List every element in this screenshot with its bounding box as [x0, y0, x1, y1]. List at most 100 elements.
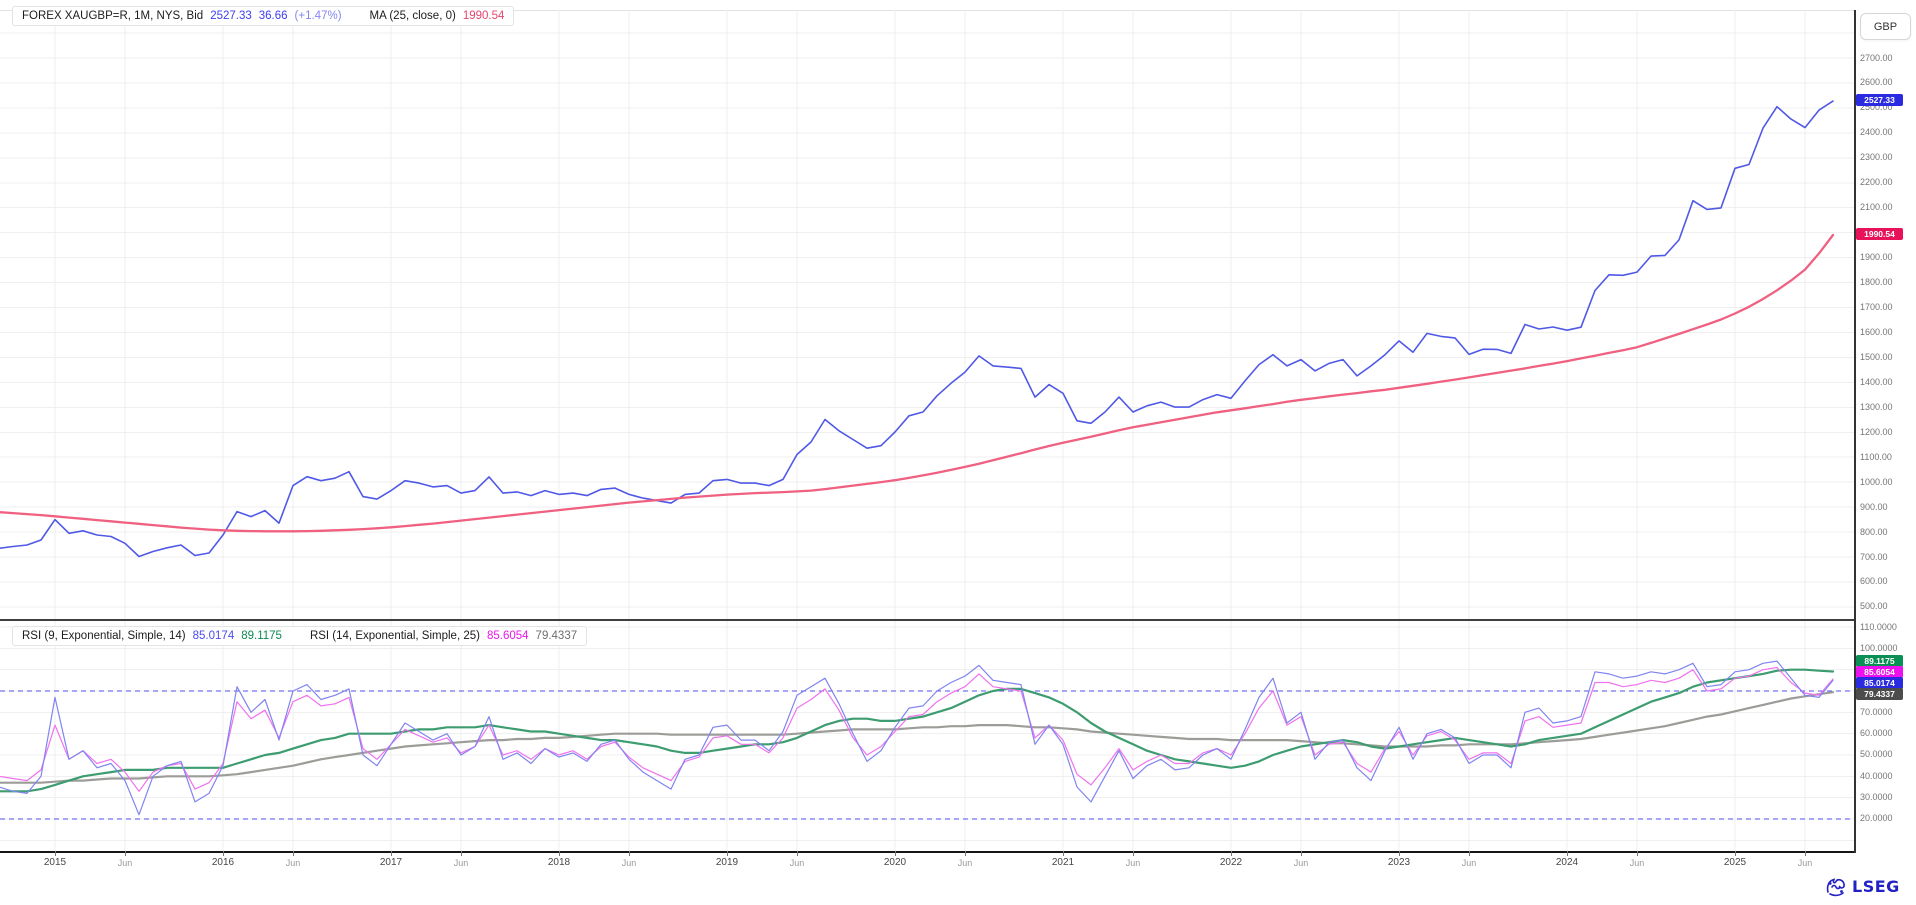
x-axis-tick	[461, 851, 462, 856]
price-axis-tick-label: 2600.00	[1860, 77, 1893, 88]
rsi2-avg-value: 79.4337	[535, 630, 578, 642]
rsi-axis-tick-label: 40.0000	[1860, 770, 1893, 781]
x-axis-tick	[895, 851, 896, 856]
x-axis-year-label: 2015	[43, 857, 67, 868]
ma-label: MA (25, close, 0)	[369, 10, 456, 22]
x-axis-year-label: 2022	[1219, 857, 1243, 868]
rsi1-label: RSI (9, Exponential, Simple, 14)	[22, 630, 186, 642]
x-axis-tick	[1637, 851, 1638, 856]
x-axis-jun-label: Jun	[1797, 858, 1813, 868]
x-axis-year-label: 2017	[379, 857, 403, 868]
rsi-axis-tick-label: 20.0000	[1860, 813, 1893, 824]
price-axis-tick-label: 1800.00	[1860, 277, 1893, 288]
x-axis-year-label: 2019	[715, 857, 739, 868]
rsi1-value: 85.0174	[192, 630, 235, 642]
x-axis-year-label: 2020	[883, 857, 907, 868]
x-axis-tick	[727, 851, 728, 856]
x-axis-jun-label: Jun	[1461, 858, 1477, 868]
x-axis-tick	[797, 851, 798, 856]
rsi-chart-canvas[interactable]	[0, 621, 1854, 851]
rsi-axis-tick-label: 50.0000	[1860, 749, 1893, 760]
x-axis-tick	[629, 851, 630, 856]
price-axis-tick-label: 2300.00	[1860, 152, 1893, 163]
x-axis-jun-label: Jun	[453, 858, 469, 868]
x-axis-tick	[1469, 851, 1470, 856]
price-axis-tick-label: 2400.00	[1860, 127, 1893, 138]
rsi-avg2-badge: 79.4337	[1856, 688, 1903, 700]
price-chart-canvas[interactable]	[0, 10, 1854, 619]
rsi-legend[interactable]: RSI (9, Exponential, Simple, 14) 85.0174…	[12, 626, 588, 646]
rsi2-value: 85.6054	[486, 630, 529, 642]
price-axis-line	[1854, 10, 1856, 853]
chart-top-border	[0, 10, 1856, 11]
x-axis-tick	[1063, 851, 1064, 856]
x-axis-tick	[1399, 851, 1400, 856]
x-axis-tick	[1133, 851, 1134, 856]
last-price-value: 2527.33	[210, 10, 252, 22]
rsi2-label: RSI (14, Exponential, Simple, 25)	[309, 630, 480, 642]
x-axis-tick	[125, 851, 126, 856]
x-axis-tick	[1735, 851, 1736, 856]
x-axis-jun-label: Jun	[285, 858, 301, 868]
rsi-axis-tick-label: 110.0000	[1860, 621, 1897, 632]
price-axis-tick-label: 1000.00	[1860, 476, 1893, 487]
x-axis-jun-label: Jun	[1125, 858, 1141, 868]
x-axis-tick	[223, 851, 224, 856]
last-price-badge: 2527.33	[1856, 94, 1903, 106]
rsi-value1-badge: 85.0174	[1856, 677, 1903, 689]
lseg-logo-text: LSEG	[1852, 876, 1900, 896]
rsi-value2-badge: 85.6054	[1856, 666, 1903, 678]
x-axis-tick	[965, 851, 966, 856]
x-axis-jun-label: Jun	[1293, 858, 1309, 868]
x-axis-year-label: 2016	[211, 857, 235, 868]
x-axis-tick	[293, 851, 294, 856]
net-change-value: 36.66	[258, 10, 288, 22]
price-axis-tick-label: 2200.00	[1860, 177, 1893, 188]
x-axis-tick	[1567, 851, 1568, 856]
price-axis-tick-label: 800.00	[1860, 526, 1888, 537]
price-axis-tick-label: 1300.00	[1860, 401, 1893, 412]
pct-change-value: (+1.47%)	[294, 10, 342, 22]
x-axis-year-label: 2023	[1387, 857, 1411, 868]
x-axis-year-label: 2025	[1723, 857, 1747, 868]
x-axis-jun-label: Jun	[621, 858, 637, 868]
x-axis-tick	[1805, 851, 1806, 856]
lseg-crest-icon	[1826, 878, 1845, 897]
rsi-axis-tick-label: 70.0000	[1860, 706, 1893, 717]
lseg-logo: LSEG	[1824, 874, 1900, 898]
x-axis-jun-label: Jun	[957, 858, 973, 868]
price-axis-tick-label: 700.00	[1860, 551, 1888, 562]
x-axis-jun-label: Jun	[789, 858, 805, 868]
panel-separator[interactable]	[0, 619, 1856, 621]
x-axis-tick	[1231, 851, 1232, 856]
price-axis-tick-label: 2100.00	[1860, 202, 1893, 213]
price-axis-tick-label: 2500.00	[1860, 102, 1893, 113]
x-axis-tick	[391, 851, 392, 856]
price-axis-tick-label: 900.00	[1860, 501, 1888, 512]
x-axis-jun-label: Jun	[117, 858, 133, 868]
rsi-axis-tick-label: 30.0000	[1860, 792, 1893, 803]
x-axis-year-label: 2021	[1051, 857, 1075, 868]
price-axis-tick-label: 1200.00	[1860, 426, 1893, 437]
rsi-avg1-badge: 89.1175	[1856, 655, 1903, 667]
price-axis-tick-label: 1100.00	[1860, 451, 1892, 462]
x-axis-tick	[1301, 851, 1302, 856]
ma-value-badge: 1990.54	[1856, 228, 1903, 240]
price-axis-tick-label: 1400.00	[1860, 376, 1893, 387]
price-axis-tick-label: 1900.00	[1860, 252, 1893, 263]
price-legend[interactable]: FOREX XAUGBP=R, 1M, NYS, Bid 2527.33 36.…	[12, 6, 515, 26]
x-axis-year-label: 2018	[547, 857, 571, 868]
x-axis-tick	[559, 851, 560, 856]
x-axis-tick	[55, 851, 56, 856]
x-axis-jun-label: Jun	[1629, 858, 1645, 868]
ma-value: 1990.54	[462, 10, 505, 22]
price-axis-tick-label: 1700.00	[1860, 302, 1893, 312]
price-axis-tick-label: 2700.00	[1860, 52, 1893, 63]
rsi-axis-tick-label: 60.0000	[1860, 728, 1893, 739]
currency-axis-button[interactable]: GBP	[1860, 13, 1911, 40]
price-axis-tick-label: 500.00	[1860, 601, 1888, 612]
price-axis-tick-label: 1500.00	[1860, 351, 1893, 362]
rsi1-avg-value: 89.1175	[241, 630, 282, 642]
price-axis-tick-label: 1600.00	[1860, 326, 1893, 337]
